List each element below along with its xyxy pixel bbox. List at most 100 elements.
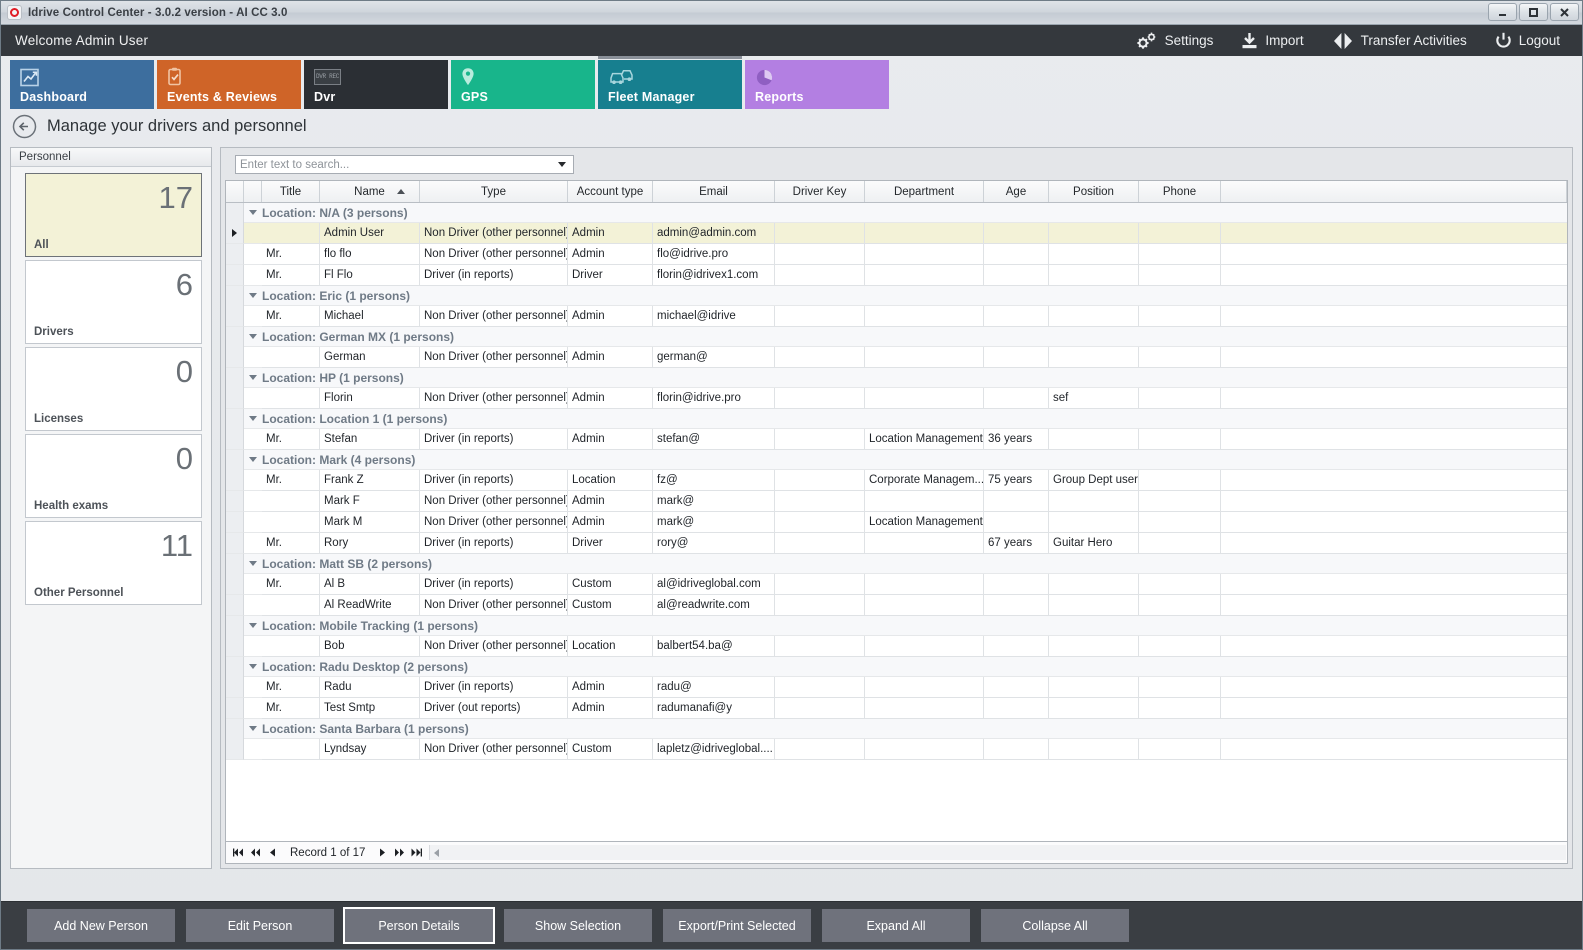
action-button-person-details[interactable]: Person Details <box>343 907 495 944</box>
table-row[interactable]: Mr. Test Smtp Driver (out reports) Admin rad… <box>226 698 1567 719</box>
table-row[interactable]: Mr. Frank Z Driver (in reports) Location fz@… <box>226 470 1567 491</box>
prev-record-icon[interactable] <box>264 843 281 863</box>
table-row[interactable]: Mr. Michael Non Driver (other personnel) Ad… <box>226 306 1567 327</box>
column-header-title[interactable]: Title <box>262 181 320 202</box>
group-header-row[interactable]: Location: Radu Desktop (2 persons) <box>226 656 1567 677</box>
row-indicator-gutter[interactable] <box>226 470 244 491</box>
prev-page-icon[interactable] <box>247 843 264 863</box>
group-header-row[interactable]: Location: Mark (4 persons) <box>226 449 1567 470</box>
collapse-triangle-icon[interactable] <box>244 664 262 669</box>
action-button-edit-person[interactable]: Edit Person <box>186 909 334 942</box>
sidebar-card-health-exams[interactable]: 0 Health exams <box>25 434 202 518</box>
minimize-button[interactable] <box>1488 3 1517 21</box>
collapse-triangle-icon[interactable] <box>244 210 262 215</box>
next-page-icon[interactable] <box>391 843 408 863</box>
row-indicator-gutter[interactable] <box>226 388 244 409</box>
table-row[interactable]: Mr. Stefan Driver (in reports) Admin stefan@… <box>226 429 1567 450</box>
action-button-export-print-selected[interactable]: Export/Print Selected <box>663 909 811 942</box>
table-row[interactable]: Mr. Radu Driver (in reports) Admin radu@ <box>226 677 1567 698</box>
collapse-triangle-icon[interactable] <box>244 457 262 462</box>
table-row[interactable]: Mr. flo flo Non Driver (other personnel) Ad… <box>226 244 1567 265</box>
column-header-driver-key[interactable]: Driver Key <box>775 181 865 202</box>
first-page-icon[interactable] <box>230 843 247 863</box>
row-indicator-gutter[interactable] <box>226 491 244 512</box>
table-row[interactable]: Florin Non Driver (other personnel) Admin f… <box>226 388 1567 409</box>
group-header-row[interactable]: Location: Santa Barbara (1 persons) <box>226 718 1567 739</box>
column-header-name[interactable]: Name <box>320 181 420 202</box>
tab-events-reviews[interactable]: Events & Reviews <box>157 60 301 109</box>
nav-transfer-activities[interactable]: Transfer Activities <box>1318 25 1481 56</box>
column-header-position[interactable]: Position <box>1049 181 1139 202</box>
row-indicator-gutter[interactable] <box>226 512 244 533</box>
nav-import[interactable]: Import <box>1227 25 1317 56</box>
sidebar-card-all[interactable]: 17 All <box>25 173 202 257</box>
table-row[interactable]: Mr. Rory Driver (in reports) Driver rory@ 67 … <box>226 533 1567 554</box>
column-header-phone[interactable]: Phone <box>1139 181 1221 202</box>
table-row[interactable]: Mark M Non Driver (other personnel) Admin m… <box>226 512 1567 533</box>
row-indicator-gutter[interactable] <box>226 574 244 595</box>
search-input[interactable]: Enter text to search... <box>235 155 574 174</box>
table-row[interactable]: Mark F Non Driver (other personnel) Admin m… <box>226 491 1567 512</box>
table-row[interactable]: Lyndsay Non Driver (other personnel) Custo… <box>226 739 1567 760</box>
table-row[interactable]: Al ReadWrite Non Driver (other personnel)… <box>226 595 1567 616</box>
row-indicator-gutter[interactable] <box>226 533 244 554</box>
row-indicator-gutter[interactable] <box>226 244 244 265</box>
tab-fleet-manager[interactable]: Fleet Manager <box>598 56 742 109</box>
table-row[interactable]: German Non Driver (other personnel) Admin g… <box>226 347 1567 368</box>
nav-logout[interactable]: Logout <box>1481 25 1574 56</box>
tab-gps[interactable]: GPS <box>451 60 595 109</box>
row-indicator-gutter[interactable] <box>226 306 244 327</box>
column-header-email[interactable]: Email <box>653 181 775 202</box>
collapse-triangle-icon[interactable] <box>244 416 262 421</box>
next-record-icon[interactable] <box>374 843 391 863</box>
row-indicator-gutter[interactable] <box>226 265 244 286</box>
collapse-triangle-icon[interactable] <box>244 561 262 566</box>
scroll-left-icon[interactable] <box>434 848 440 857</box>
nav-settings[interactable]: Settings <box>1122 25 1228 56</box>
group-header-row[interactable]: Location: Eric (1 persons) <box>226 285 1567 306</box>
column-header-type[interactable]: Type <box>420 181 568 202</box>
close-button[interactable] <box>1550 3 1579 21</box>
column-header-account-type[interactable]: Account type <box>568 181 653 202</box>
sidebar-card-other-personnel[interactable]: 11 Other Personnel <box>25 521 202 605</box>
group-header-row[interactable]: Location: German MX (1 persons) <box>226 326 1567 347</box>
last-page-icon[interactable] <box>408 843 425 863</box>
row-indicator-gutter[interactable] <box>226 347 244 368</box>
maximize-button[interactable] <box>1519 3 1548 21</box>
collapse-triangle-icon[interactable] <box>244 726 262 731</box>
row-indicator-gutter[interactable] <box>226 595 244 616</box>
action-button-expand-all[interactable]: Expand All <box>822 909 970 942</box>
tab-dvr[interactable]: DVR REC Dvr <box>304 60 448 109</box>
horizontal-scrollbar[interactable] <box>429 845 1566 860</box>
column-header-age[interactable]: Age <box>984 181 1049 202</box>
tab-reports[interactable]: Reports <box>745 60 889 109</box>
group-header-row[interactable]: Location: Matt SB (2 persons) <box>226 553 1567 574</box>
action-button-show-selection[interactable]: Show Selection <box>504 909 652 942</box>
back-arrow-icon[interactable] <box>12 114 37 139</box>
row-indicator-gutter[interactable] <box>226 223 244 244</box>
collapse-triangle-icon[interactable] <box>244 623 262 628</box>
group-header-row[interactable]: Location: Location 1 (1 persons) <box>226 408 1567 429</box>
table-row[interactable]: Admin User Non Driver (other personnel) Ad… <box>226 223 1567 244</box>
table-row[interactable]: Bob Non Driver (other personnel) Location b… <box>226 636 1567 657</box>
action-button-collapse-all[interactable]: Collapse All <box>981 909 1129 942</box>
action-button-add-new-person[interactable]: Add New Person <box>27 909 175 942</box>
collapse-triangle-icon[interactable] <box>244 375 262 380</box>
sidebar-card-drivers[interactable]: 6 Drivers <box>25 260 202 344</box>
group-header-row[interactable]: Location: Mobile Tracking (1 persons) <box>226 615 1567 636</box>
collapse-triangle-icon[interactable] <box>244 334 262 339</box>
group-header-row[interactable]: Location: HP (1 persons) <box>226 367 1567 388</box>
tab-dashboard[interactable]: Dashboard <box>10 60 154 109</box>
table-row[interactable]: Mr. Al B Driver (in reports) Custom al@idriv… <box>226 574 1567 595</box>
table-row[interactable]: Mr. Fl Flo Driver (in reports) Driver florin… <box>226 265 1567 286</box>
row-indicator-gutter[interactable] <box>226 739 244 760</box>
collapse-triangle-icon[interactable] <box>244 293 262 298</box>
row-indicator-gutter[interactable] <box>226 677 244 698</box>
group-header-row[interactable]: Location: N/A (3 persons) <box>226 203 1567 223</box>
row-indicator-gutter[interactable] <box>226 698 244 719</box>
row-indicator-gutter[interactable] <box>226 636 244 657</box>
chevron-down-icon[interactable] <box>558 162 566 167</box>
sidebar-card-licenses[interactable]: 0 Licenses <box>25 347 202 431</box>
row-indicator-gutter[interactable] <box>226 429 244 450</box>
column-header-department[interactable]: Department <box>865 181 984 202</box>
